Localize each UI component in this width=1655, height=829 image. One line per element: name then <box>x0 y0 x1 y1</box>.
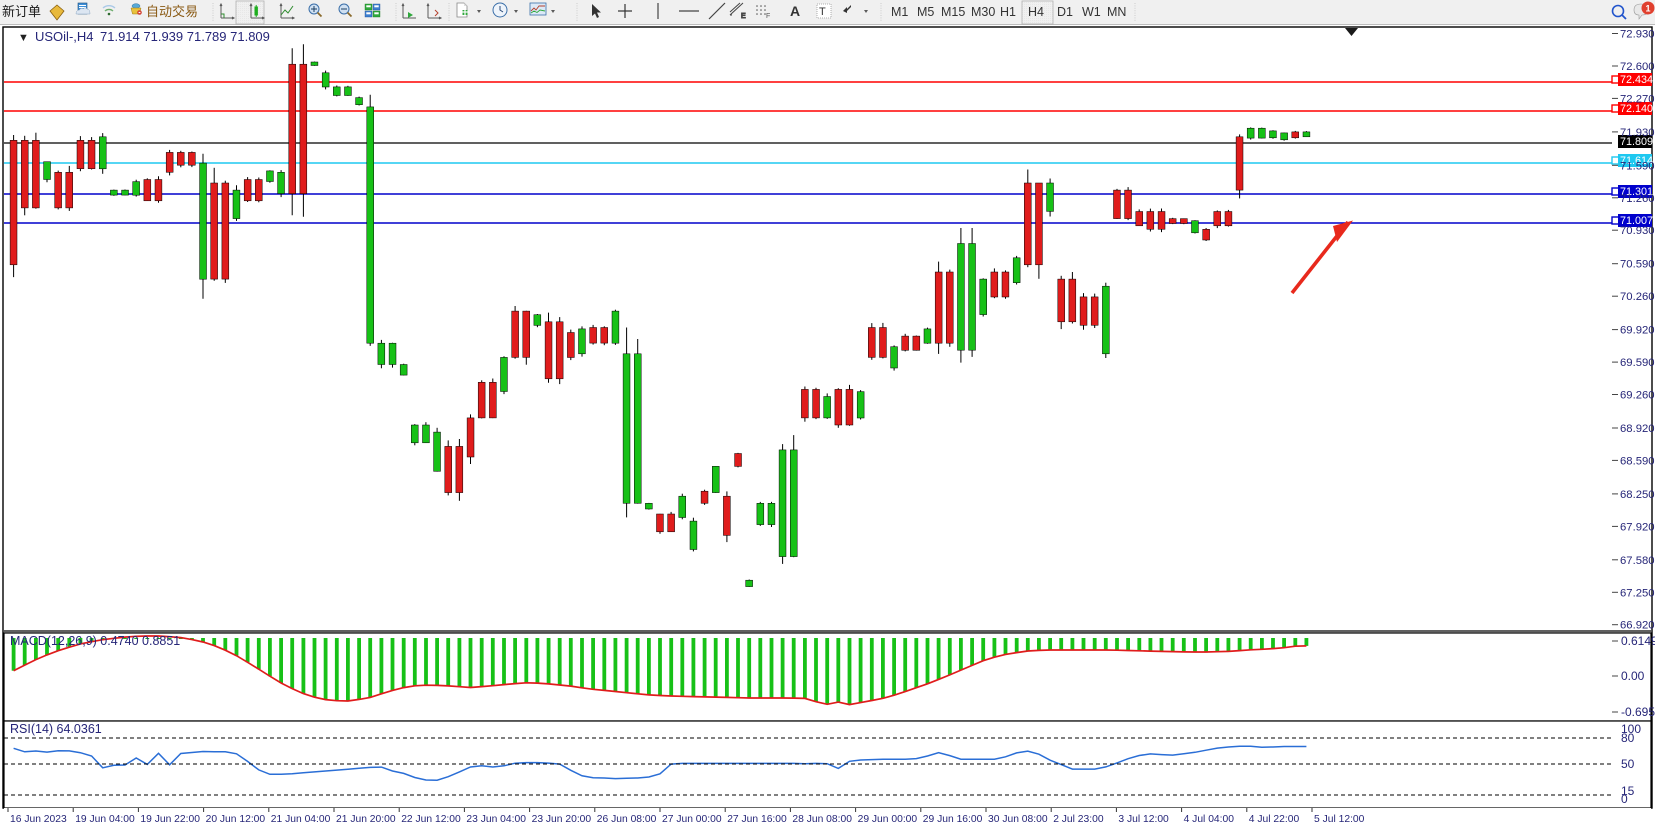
svg-text:16 Jun 2023: 16 Jun 2023 <box>10 814 67 825</box>
svg-text:28 Jun 08:00: 28 Jun 08:00 <box>792 814 852 825</box>
svg-text:19 Jun 22:00: 19 Jun 22:00 <box>140 814 200 825</box>
svg-text:4 Jul 04:00: 4 Jul 04:00 <box>1184 814 1235 825</box>
svg-text:30 Jun 08:00: 30 Jun 08:00 <box>988 814 1048 825</box>
svg-text:-0.695: -0.695 <box>1621 705 1655 719</box>
svg-text:W1: W1 <box>1082 5 1101 19</box>
svg-text:3 Jul 12:00: 3 Jul 12:00 <box>1118 814 1169 825</box>
svg-text:27 Jun 00:00: 27 Jun 00:00 <box>662 814 722 825</box>
svg-text:22 Jun 12:00: 22 Jun 12:00 <box>401 814 461 825</box>
svg-text:MACD(12,26,9) 0.4740 0.8851: MACD(12,26,9) 0.4740 0.8851 <box>10 634 180 648</box>
svg-text:70.590: 70.590 <box>1620 259 1655 271</box>
svg-text:4 Jul 22:00: 4 Jul 22:00 <box>1249 814 1300 825</box>
svg-text:0.6149: 0.6149 <box>1621 634 1655 648</box>
svg-text:66.920: 66.920 <box>1620 620 1655 632</box>
svg-text:70.260: 70.260 <box>1620 291 1655 303</box>
svg-text:RSI(14) 64.0361: RSI(14) 64.0361 <box>10 722 102 736</box>
svg-text:67.580: 67.580 <box>1620 555 1655 567</box>
svg-text:20 Jun 12:00: 20 Jun 12:00 <box>206 814 266 825</box>
svg-text:23 Jun 04:00: 23 Jun 04:00 <box>466 814 526 825</box>
svg-text:72.930: 72.930 <box>1620 29 1655 41</box>
svg-text:MN: MN <box>1107 5 1126 19</box>
svg-text:1: 1 <box>1645 4 1650 14</box>
svg-text:0: 0 <box>1621 792 1628 806</box>
svg-text:▼: ▼ <box>18 32 29 44</box>
svg-text:USOil-,H4: USOil-,H4 <box>35 29 94 44</box>
svg-text:67.920: 67.920 <box>1620 521 1655 533</box>
svg-text:23 Jun 20:00: 23 Jun 20:00 <box>532 814 592 825</box>
svg-text:72.434: 72.434 <box>1620 74 1653 86</box>
svg-text:50: 50 <box>1621 757 1635 771</box>
svg-text:71.260: 71.260 <box>1620 193 1655 205</box>
svg-text:M30: M30 <box>971 5 995 19</box>
svg-text:M15: M15 <box>941 5 965 19</box>
svg-text:M1: M1 <box>891 5 908 19</box>
svg-text:27 Jun 16:00: 27 Jun 16:00 <box>727 814 787 825</box>
svg-text:A: A <box>790 3 800 19</box>
svg-text:80: 80 <box>1621 731 1635 745</box>
svg-text:71.590: 71.590 <box>1620 160 1655 172</box>
svg-text:H1: H1 <box>1000 5 1016 19</box>
svg-text:68.590: 68.590 <box>1620 455 1655 467</box>
svg-text:H4: H4 <box>1028 5 1044 19</box>
svg-text:29 Jun 00:00: 29 Jun 00:00 <box>858 814 918 825</box>
svg-text:26 Jun 08:00: 26 Jun 08:00 <box>597 814 657 825</box>
svg-text:5 Jul 12:00: 5 Jul 12:00 <box>1314 814 1365 825</box>
svg-text:新订单: 新订单 <box>2 4 41 19</box>
svg-text:29 Jun 16:00: 29 Jun 16:00 <box>923 814 983 825</box>
svg-text:0.00: 0.00 <box>1621 669 1645 683</box>
svg-text:69.590: 69.590 <box>1620 357 1655 369</box>
svg-text:69.920: 69.920 <box>1620 325 1655 337</box>
svg-text:68.920: 68.920 <box>1620 423 1655 435</box>
svg-text:69.260: 69.260 <box>1620 390 1655 402</box>
svg-text:2 Jul 23:00: 2 Jul 23:00 <box>1053 814 1104 825</box>
svg-text:21 Jun 20:00: 21 Jun 20:00 <box>336 814 396 825</box>
svg-text:T: T <box>819 6 826 18</box>
svg-text:21 Jun 04:00: 21 Jun 04:00 <box>271 814 331 825</box>
svg-text:72.270: 72.270 <box>1620 93 1655 105</box>
svg-text:72.600: 72.600 <box>1620 61 1655 73</box>
svg-text:自动交易: 自动交易 <box>146 4 198 19</box>
svg-text:70.930: 70.930 <box>1620 225 1655 237</box>
svg-text:19 Jun 04:00: 19 Jun 04:00 <box>75 814 135 825</box>
svg-text:F: F <box>766 13 770 20</box>
svg-text:71.930: 71.930 <box>1620 127 1655 139</box>
svg-text:68.250: 68.250 <box>1620 489 1655 501</box>
svg-text:E: E <box>741 13 746 20</box>
svg-text:M5: M5 <box>917 5 934 19</box>
svg-text:D1: D1 <box>1057 5 1073 19</box>
svg-text:67.250: 67.250 <box>1620 587 1655 599</box>
svg-text:71.914 71.939 71.789 71.809: 71.914 71.939 71.789 71.809 <box>100 29 270 44</box>
